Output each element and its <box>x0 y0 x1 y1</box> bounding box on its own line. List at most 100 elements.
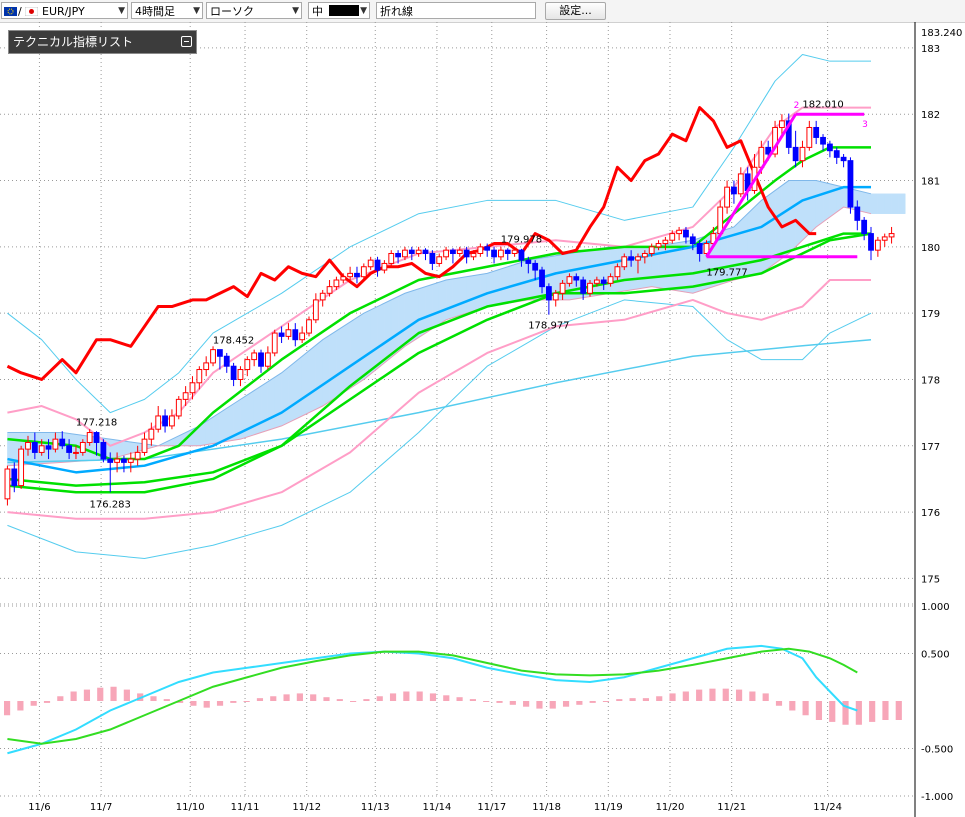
trend-lines: 23 <box>705 101 868 259</box>
cloud-segment <box>514 261 522 303</box>
timeframe-select[interactable]: 4時間足 ▼ <box>131 2 203 19</box>
price-annotation: 178.977 <box>528 321 569 332</box>
bollinger-outer-upper-line <box>7 54 872 414</box>
candle-body <box>799 146 806 162</box>
candle-body <box>587 282 593 294</box>
cloud-segment <box>452 277 461 318</box>
candle-body <box>874 239 881 251</box>
candle-body <box>326 286 333 294</box>
candle-body <box>504 249 511 254</box>
macd-histogram-bar <box>216 701 224 706</box>
x-tick-label: 11/14 <box>423 802 452 813</box>
macd-histogram-bar <box>163 699 170 701</box>
candle-body <box>388 252 395 264</box>
candle-body <box>669 233 676 241</box>
macd-histogram-bar <box>855 701 862 725</box>
macd-histogram-bar <box>842 701 849 725</box>
candle-body <box>573 276 580 281</box>
macd-histogram-bar <box>789 701 796 711</box>
candle-body <box>545 286 552 301</box>
x-tick-label: 11/24 <box>813 802 842 813</box>
macd-histogram-bar <box>70 691 77 701</box>
candle-body <box>162 415 168 427</box>
x-tick-label: 11/10 <box>176 802 205 813</box>
chevron-down-icon: ▼ <box>118 6 125 16</box>
candle-body <box>38 445 45 453</box>
symbol-select[interactable]: / EUR/JPY ▼ <box>1 2 128 19</box>
candle-body <box>45 445 52 450</box>
candle-body <box>52 438 59 450</box>
y-top-label: 183.240 <box>921 28 962 39</box>
candle-body <box>175 398 182 417</box>
x-tick-label: 11/7 <box>90 802 112 813</box>
cloud-segment <box>877 193 885 214</box>
cloud-segment <box>815 180 824 228</box>
macd-histogram-bar <box>203 701 210 708</box>
candle-body <box>127 458 134 463</box>
candle-body <box>182 392 189 400</box>
candle-body <box>319 292 326 301</box>
y-tick-label: 181 <box>921 177 940 188</box>
bollinger-lower-line <box>7 279 872 520</box>
candle-body <box>79 441 86 453</box>
cloud-segment <box>109 438 118 460</box>
macd-histogram-bar <box>456 697 463 701</box>
macd-histogram-bar <box>722 688 729 701</box>
candle-body <box>470 252 477 258</box>
price-annotation: 178.452 <box>213 336 254 347</box>
cloud-segment <box>384 299 392 364</box>
candle-body <box>415 249 422 254</box>
cloud-segment <box>445 278 454 321</box>
candle-body <box>93 432 100 443</box>
line-width-select[interactable]: 中 ▼ <box>308 2 370 19</box>
candle-body <box>676 229 683 235</box>
candle-body <box>285 329 292 337</box>
candle-body <box>888 233 895 238</box>
cloud-segment <box>747 206 755 278</box>
x-tick-label: 11/17 <box>477 802 506 813</box>
candle-body <box>237 369 244 380</box>
cloud-segment <box>603 246 611 295</box>
candle-body <box>203 362 210 371</box>
indicator-list-panel[interactable]: テクニカル指標リスト <box>8 30 197 54</box>
line-type-label: 折れ線 <box>380 5 413 18</box>
x-tick-label: 11/12 <box>292 802 321 813</box>
candle-body <box>881 236 888 241</box>
collapse-icon[interactable] <box>181 36 192 47</box>
candle-body <box>779 120 785 128</box>
candle-body <box>539 269 545 288</box>
candle-body <box>450 249 456 254</box>
tenkan-line <box>7 232 872 487</box>
price-annotation: 176.283 <box>90 499 131 510</box>
macd-histogram-bar <box>815 701 823 720</box>
cloud-segment <box>281 366 289 427</box>
chart-style-select[interactable]: ローソク ▼ <box>206 2 302 19</box>
macd-histogram-bar <box>97 687 104 701</box>
cloud-segment <box>253 385 262 436</box>
candle-body <box>436 256 443 264</box>
candle-body <box>395 252 401 258</box>
settings-button[interactable]: 設定... <box>545 2 606 20</box>
cloud-segment <box>322 334 330 407</box>
candle-body <box>607 276 614 284</box>
macd-histogram-bar <box>869 701 876 722</box>
chart-area[interactable]: 23 177.218176.283178.452179.978178.97717… <box>0 22 965 817</box>
candle-body <box>216 349 223 357</box>
candle-body <box>340 276 347 281</box>
macd-histogram-bar <box>230 701 237 703</box>
macd-histogram-bar <box>403 691 410 701</box>
candle-body <box>600 279 607 284</box>
chevron-down-icon: ▼ <box>193 6 200 16</box>
cloud-segment <box>624 246 632 292</box>
macd-histogram-bar <box>642 698 649 701</box>
senkou-a-line <box>7 180 872 447</box>
line-type-field[interactable]: 折れ線 <box>376 2 536 19</box>
cloud-segment <box>432 281 440 330</box>
cloud-segment <box>267 376 275 431</box>
candle-body <box>559 282 566 294</box>
cloud-segment <box>870 193 879 214</box>
color-swatch <box>329 5 359 16</box>
cloud-segment <box>377 302 385 369</box>
macd-histogram-bar <box>656 696 663 701</box>
candle-body <box>566 276 573 284</box>
